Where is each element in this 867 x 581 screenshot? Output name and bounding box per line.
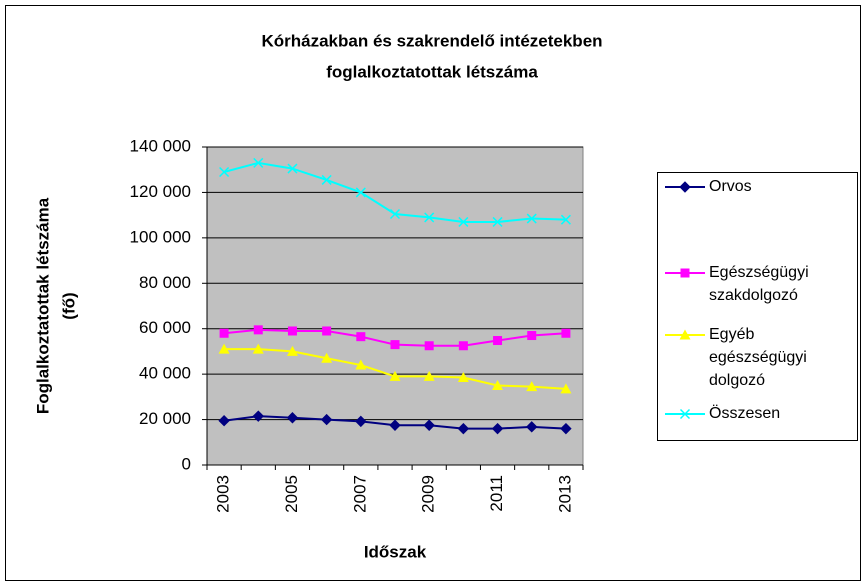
- marker: [355, 187, 366, 198]
- marker: [679, 408, 691, 420]
- marker: [389, 208, 401, 220]
- legend-entry: Egyéb egészségügyi dolgozó: [709, 326, 807, 389]
- marker: [321, 352, 333, 363]
- y-tick-label: 80 000: [139, 273, 191, 292]
- marker: [680, 268, 690, 278]
- marker: [457, 422, 470, 435]
- marker: [253, 325, 263, 335]
- y-tick-label: 100 000: [130, 227, 191, 246]
- marker: [321, 174, 332, 185]
- marker: [526, 213, 537, 224]
- marker: [287, 163, 298, 174]
- marker: [424, 212, 435, 223]
- legend-label: Orvos: [709, 178, 752, 195]
- x-tick-label: 2013: [555, 475, 574, 513]
- marker: [560, 422, 572, 435]
- marker: [219, 166, 230, 178]
- marker: [561, 328, 571, 338]
- marker: [252, 343, 264, 354]
- x-tick-label: 2009: [419, 475, 438, 513]
- marker: [458, 341, 468, 351]
- marker: [560, 214, 571, 225]
- marker: [526, 381, 538, 392]
- marker: [356, 332, 366, 342]
- marker: [218, 414, 230, 427]
- marker: [355, 359, 367, 370]
- x-axis-label: Időszak: [364, 542, 427, 561]
- marker: [355, 415, 367, 428]
- y-tick-label: 0: [182, 454, 191, 473]
- marker: [286, 412, 299, 424]
- marker: [457, 372, 469, 383]
- marker: [423, 419, 435, 431]
- legend-entry: Egészségügyi szakdolgozó: [709, 264, 809, 304]
- marker: [526, 421, 538, 433]
- x-tick-label: 2005: [282, 475, 301, 513]
- legend-label: Egészségügyi szakdolgozó: [709, 264, 809, 304]
- marker: [219, 328, 229, 338]
- marker: [218, 343, 230, 354]
- marker: [424, 341, 434, 351]
- x-tick-label: 2003: [214, 475, 233, 513]
- marker: [491, 422, 504, 435]
- marker: [492, 380, 504, 390]
- y-tick-label: 140 000: [130, 136, 191, 155]
- y-tick-label: 40 000: [139, 364, 191, 383]
- marker: [253, 157, 264, 168]
- marker: [252, 410, 264, 422]
- chart-title: Kórházakban és szakrendelő intézetekben: [261, 31, 602, 50]
- y-tick-label: 20 000: [139, 409, 191, 428]
- marker: [389, 370, 401, 381]
- marker: [679, 181, 691, 193]
- marker: [679, 329, 691, 340]
- legend-label: Összesen: [709, 405, 781, 422]
- marker: [423, 370, 435, 381]
- marker: [527, 331, 537, 341]
- chart-title: foglalkoztatottak létszáma: [326, 62, 538, 81]
- marker: [560, 383, 572, 394]
- marker: [286, 345, 298, 356]
- marker: [287, 326, 297, 336]
- y-axis-label: Foglalkoztatottak létszáma: [33, 197, 52, 414]
- marker: [458, 216, 469, 227]
- x-tick-label: 2007: [350, 475, 369, 513]
- x-tick-label: 2011: [487, 475, 506, 512]
- legend-box: [657, 172, 858, 441]
- marker: [390, 340, 400, 350]
- marker: [493, 336, 503, 346]
- marker: [320, 413, 333, 426]
- legend-entry: Összesen: [709, 405, 781, 422]
- marker: [492, 216, 503, 227]
- y-tick-label: 120 000: [130, 182, 191, 201]
- legend-label: Egyéb egészségügyi dolgozó: [709, 326, 807, 389]
- marker: [322, 326, 332, 336]
- y-axis-label: (fő): [59, 292, 78, 319]
- legend-entry: Orvos: [709, 178, 752, 195]
- marker: [389, 419, 401, 431]
- y-tick-label: 60 000: [139, 318, 191, 337]
